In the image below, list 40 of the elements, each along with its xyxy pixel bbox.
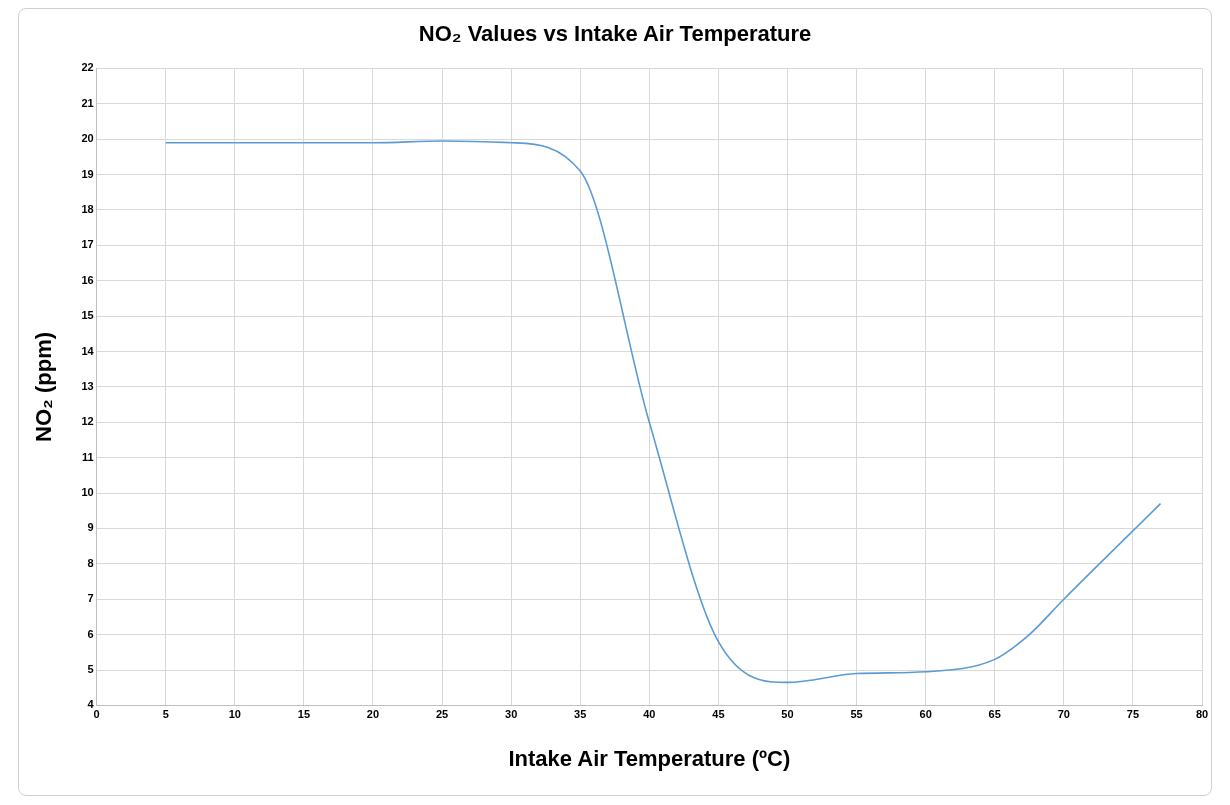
x-tick-label: 50 <box>781 708 794 721</box>
y-axis-title: NO₂ (ppm) <box>31 331 57 442</box>
chart-title: NO₂ Values vs Intake Air Temperature <box>418 21 812 47</box>
x-tick-label: 10 <box>228 708 241 721</box>
y-tick-label: 21 <box>81 96 94 109</box>
x-tick-label: 35 <box>574 708 587 721</box>
y-tick-label: 11 <box>81 450 94 463</box>
y-tick-label: 19 <box>81 167 94 180</box>
y-tick-label: 5 <box>87 663 94 676</box>
x-tick-label: 5 <box>162 708 169 721</box>
x-tick-label: 45 <box>712 708 725 721</box>
y-tick-label: 16 <box>81 273 94 286</box>
y-tick-label: 22 <box>81 61 94 74</box>
x-tick-label: 70 <box>1057 708 1070 721</box>
y-tick-label: 20 <box>81 132 94 145</box>
x-tick-label: 80 <box>1195 708 1209 721</box>
y-tick-label: 18 <box>81 202 94 215</box>
y-tick-label: 6 <box>87 627 94 640</box>
x-tick-label: 65 <box>988 708 1001 721</box>
x-tick-label: 40 <box>643 708 656 721</box>
x-tick-label: 75 <box>1126 708 1140 721</box>
y-tick-label: 7 <box>87 592 94 605</box>
x-tick-label: 0 <box>93 708 100 721</box>
y-tick-label: 4 <box>87 698 95 711</box>
x-tick-label: 60 <box>919 708 932 721</box>
y-tick-label: 13 <box>81 379 94 392</box>
y-tick-label: 15 <box>81 309 94 322</box>
y-tick-label: 10 <box>81 486 94 499</box>
x-axis-title: Intake Air Temperature (ºC) <box>508 745 791 771</box>
y-tick-label: 8 <box>87 556 94 569</box>
y-tick-label: 9 <box>87 521 94 534</box>
x-tick-label: 55 <box>850 708 863 721</box>
x-tick-label: 25 <box>435 708 449 721</box>
x-tick-label: 15 <box>297 708 311 721</box>
x-tick-label: 30 <box>505 708 518 721</box>
x-tick-label: 20 <box>366 708 380 721</box>
y-tick-label: 12 <box>81 415 94 428</box>
line-series <box>164 140 1162 684</box>
y-tick-label: 14 <box>81 344 95 357</box>
y-tick-label: 17 <box>81 238 94 251</box>
